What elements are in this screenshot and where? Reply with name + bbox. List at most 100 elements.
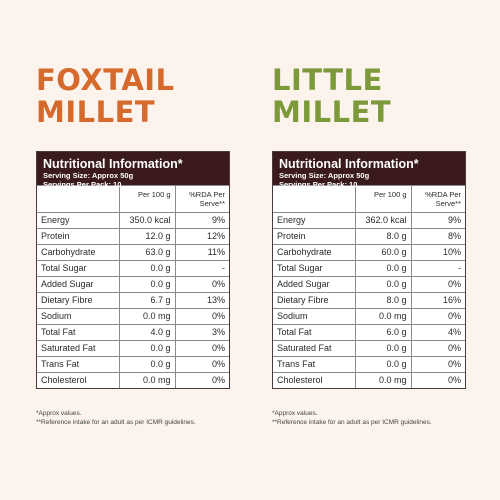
table-row: Added Sugar 0.0 g 0%: [37, 276, 229, 293]
table-row: Carbohydrate 60.0 g 10%: [273, 244, 465, 261]
nutrition-table: Per 100 g %RDA Per Serve** Energy 362.0 k…: [273, 185, 465, 388]
table-row: Energy 362.0 kcal 9%: [273, 212, 465, 229]
per-100g-value: 6.7 g: [118, 292, 175, 309]
serving-size: Serving Size: Approx 50g: [279, 171, 370, 180]
nutrient-name: Added Sugar: [273, 276, 355, 293]
nutrient-name: Protein: [273, 228, 355, 245]
serving-size: Serving Size: Approx 50g: [43, 171, 134, 180]
nutrient-name: Trans Fat: [273, 356, 355, 373]
product-title: FOXTAIL MILLET: [36, 64, 175, 128]
per-100g-value: 0.0 g: [118, 356, 175, 373]
column-header-per-100g: Per 100 g: [354, 185, 411, 213]
servings-per-pack: Servings Per Pack: 10: [43, 180, 122, 189]
per-100g-value: 0.0 g: [118, 276, 175, 293]
per-100g-value: 0.0 g: [354, 276, 411, 293]
rda-value: 10%: [410, 244, 465, 261]
table-row: Total Sugar 0.0 g-: [273, 260, 465, 277]
servings-per-pack: Servings Per Pack: 10: [279, 180, 358, 189]
nutrition-panel: Nutritional Information* Serving Size: A…: [36, 151, 230, 389]
nutrient-name: Carbohydrate: [273, 244, 355, 261]
rda-value: 0%: [410, 372, 465, 388]
nutrition-table-body: Energy 362.0 kcal 9% Protein 8.0 g 8% Carbohyd…: [273, 212, 465, 388]
table-row: Total Fat 6.0 g 4%: [273, 324, 465, 341]
nutrient-name: Total Fat: [37, 324, 119, 341]
per-100g-value: 8.0 g: [354, 228, 411, 245]
rda-value: -: [174, 260, 229, 277]
rda-value: 0%: [174, 340, 229, 357]
per-100g-value: 0.0 mg: [354, 372, 411, 388]
per-100g-value: 63.0 g: [118, 244, 175, 261]
column-header-nutrient: [37, 185, 119, 213]
nutrient-name: Energy: [273, 212, 355, 229]
rda-value: 0%: [174, 308, 229, 325]
rda-value: 12%: [174, 228, 229, 245]
footnote-approx: *Approx values.: [272, 410, 318, 417]
table-row: Cholesterol 0.0 mg 0%: [37, 372, 229, 388]
nutrition-table-body: Energy 350.0 kcal 9% Protein 12.0 g 12% Carboh…: [37, 212, 229, 388]
rda-value: -: [410, 260, 465, 277]
nutrition-title: Nutritional Information*: [43, 157, 183, 171]
footnotes: *Approx values. **Reference intake for a…: [36, 409, 236, 427]
nutrition-title: Nutritional Information*: [279, 157, 419, 171]
rda-value: 3%: [174, 324, 229, 341]
per-100g-value: 0.0 mg: [118, 308, 175, 325]
table-row: Added Sugar 0.0 g 0%: [273, 276, 465, 293]
nutrition-panel: Nutritional Information* Serving Size: A…: [272, 151, 466, 389]
nutrient-name: Energy: [37, 212, 119, 229]
table-row: Cholesterol 0.0 mg 0%: [273, 372, 465, 388]
nutrient-name: Total Sugar: [37, 260, 119, 277]
nutrient-name: Sodium: [37, 308, 119, 325]
column-header-rda: %RDA Per Serve**: [410, 185, 465, 213]
nutrient-name: Added Sugar: [37, 276, 119, 293]
table-header-row: Per 100 g %RDA Per Serve**: [37, 185, 229, 213]
nutrient-name: Cholesterol: [273, 372, 355, 388]
product-title-line-1: FOXTAIL: [36, 63, 175, 97]
column-header-rda: %RDA Per Serve**: [174, 185, 229, 213]
table-row: Saturated Fat 0.0 g 0%: [37, 340, 229, 357]
table-row: Dietary Fibre 6.7 g 13%: [37, 292, 229, 309]
table-row: Energy 350.0 kcal 9%: [37, 212, 229, 229]
per-100g-value: 4.0 g: [118, 324, 175, 341]
column-header-per-100g: Per 100 g: [118, 185, 175, 213]
rda-value: 0%: [410, 356, 465, 373]
rda-value: 13%: [174, 292, 229, 309]
rda-value: 16%: [410, 292, 465, 309]
rda-value: 11%: [174, 244, 229, 261]
rda-value: 8%: [410, 228, 465, 245]
per-100g-value: 12.0 g: [118, 228, 175, 245]
rda-value: 0%: [174, 372, 229, 388]
table-row: Protein 12.0 g 12%: [37, 228, 229, 245]
nutrient-name: Saturated Fat: [273, 340, 355, 357]
rda-value: 9%: [174, 212, 229, 229]
table-row: Sodium 0.0 mg 0%: [273, 308, 465, 325]
per-100g-value: 8.0 g: [354, 292, 411, 309]
table-row: Carbohydrate 63.0 g 11%: [37, 244, 229, 261]
product-title: LITTLE MILLET: [272, 64, 391, 128]
per-100g-value: 0.0 mg: [118, 372, 175, 388]
nutrient-name: Carbohydrate: [37, 244, 119, 261]
rda-value: 4%: [410, 324, 465, 341]
per-100g-value: 0.0 g: [118, 260, 175, 277]
footnotes: *Approx values. **Reference intake for a…: [272, 409, 472, 427]
per-100g-value: 0.0 g: [354, 260, 411, 277]
per-100g-value: 0.0 mg: [354, 308, 411, 325]
per-100g-value: 362.0 kcal: [354, 212, 411, 229]
nutrient-name: Trans Fat: [37, 356, 119, 373]
table-row: Trans Fat 0.0 g 0%: [37, 356, 229, 373]
per-100g-value: 60.0 g: [354, 244, 411, 261]
product-title-line-2: MILLET: [36, 95, 156, 129]
nutrient-name: Protein: [37, 228, 119, 245]
footnote-approx: *Approx values.: [36, 410, 82, 417]
table-row: Protein 8.0 g 8%: [273, 228, 465, 245]
rda-value: 9%: [410, 212, 465, 229]
nutrient-name: Dietary Fibre: [273, 292, 355, 309]
nutrition-panel-header: Nutritional Information* Serving Size: A…: [273, 152, 465, 189]
nutrition-panel-header: Nutritional Information* Serving Size: A…: [37, 152, 229, 189]
table-row: Sodium 0.0 mg 0%: [37, 308, 229, 325]
per-100g-value: 350.0 kcal: [118, 212, 175, 229]
rda-value: 0%: [410, 340, 465, 357]
footnote-reference: **Reference intake for an adult as per I…: [36, 419, 196, 426]
rda-value: 0%: [410, 308, 465, 325]
table-row: Saturated Fat 0.0 g 0%: [273, 340, 465, 357]
product-title-line-2: MILLET: [272, 95, 392, 129]
